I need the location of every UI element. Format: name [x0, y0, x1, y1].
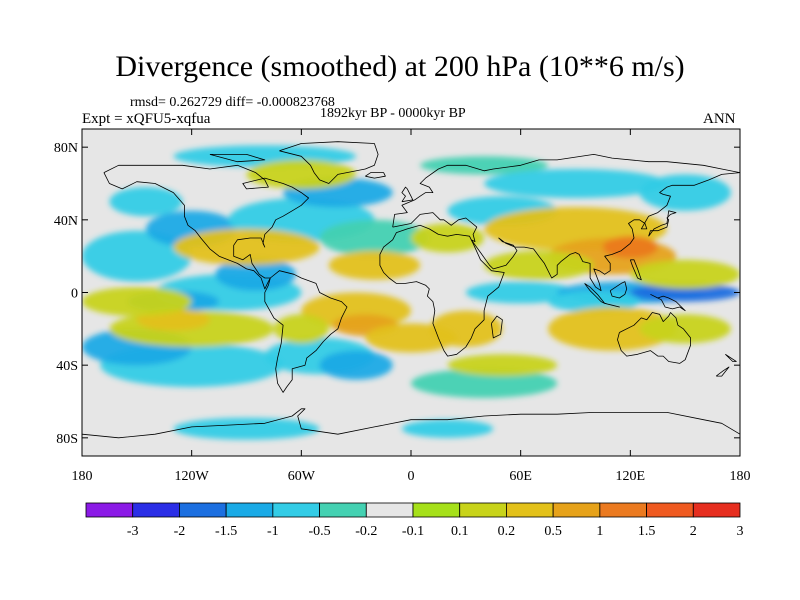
colorbar-swatch — [506, 502, 554, 518]
colorbar-label: 2 — [690, 524, 697, 539]
coastline — [725, 353, 737, 362]
coastline — [82, 408, 740, 439]
coastline — [617, 312, 691, 364]
experiment-label: Expt = xQFU5-xqfua — [82, 111, 211, 127]
field-anomaly-region — [548, 307, 677, 351]
coastline — [609, 281, 628, 299]
coastline — [379, 224, 505, 357]
colorbar-label: 3 — [737, 524, 744, 539]
lat-tick-label: 80N — [54, 141, 78, 156]
field-anomaly-region — [109, 187, 183, 217]
coastline — [629, 259, 642, 281]
colorbar-swatch — [132, 502, 180, 518]
field-anomaly-region — [630, 259, 740, 289]
colorbar: -3 -2 -1.5 -1 -0.5 -0.2 -0.1 0.1 0.2 0.5 1 1.5 2 3 — [85, 502, 744, 539]
colorbar-label: 0.5 — [544, 524, 562, 539]
colorbar-label: 1.5 — [638, 524, 656, 539]
coastline — [604, 303, 620, 308]
field-anomaly-region — [447, 354, 558, 377]
colorbar-label: -0.2 — [355, 524, 377, 539]
lon-tick-label: 120W — [175, 469, 210, 484]
coastline — [264, 270, 348, 393]
colorbar-label: -1 — [267, 524, 279, 539]
field-anomaly-region — [215, 257, 296, 291]
rmsd-diff-stats: rmsd= 0.262729 diff= -0.000823768 — [130, 95, 335, 110]
coastlines — [82, 141, 740, 439]
coastline — [392, 153, 740, 228]
colorbar-swatch — [646, 502, 694, 518]
coastline — [650, 293, 686, 312]
field-anomaly-region — [465, 281, 576, 304]
field-anomaly-region — [484, 168, 667, 199]
colorbar-swatch — [599, 502, 647, 518]
colorbar-label: -0.5 — [308, 524, 330, 539]
coastline — [103, 164, 310, 290]
lat-tick-label: 40N — [54, 214, 78, 229]
colorbar-label: -2 — [174, 524, 186, 539]
field-anomaly-region — [328, 250, 421, 280]
field-anomaly-region — [246, 159, 357, 189]
map-axes: 80N 40N 0 40S 80S 180 120W 60W 0 60E 120E 180 — [54, 129, 751, 484]
lon-tick-label: 0 — [408, 469, 415, 484]
lon-tick-label: 60E — [509, 469, 532, 484]
colorbar-swatch — [319, 502, 367, 518]
colorbar-swatch — [225, 502, 274, 518]
colorbar-label: -3 — [127, 524, 139, 539]
lat-tick-label: 40S — [56, 359, 78, 374]
field-anomaly-region — [273, 314, 329, 344]
colorbar-label: 0.1 — [451, 524, 469, 539]
colorbar-swatch — [412, 502, 461, 518]
colorbar-label: -1.5 — [215, 524, 237, 539]
colorbar-swatch — [459, 502, 507, 518]
colorbar-swatch — [552, 502, 601, 518]
field-anomaly-region — [639, 174, 731, 211]
colorbar-label: 1 — [596, 524, 603, 539]
field-anomaly-region — [420, 156, 549, 175]
coastline — [209, 153, 266, 163]
coastline — [491, 315, 503, 339]
lat-tick-label: 80S — [56, 432, 78, 447]
field-anomaly-region — [82, 287, 192, 317]
lon-tick-label: 120E — [616, 469, 646, 484]
coastline — [279, 141, 379, 184]
lon-tick-label: 180 — [72, 469, 93, 484]
map-title: Divergence (smoothed) at 200 hPa (10**6 … — [115, 50, 685, 83]
field-anomaly-region — [401, 419, 494, 438]
colorbar-swatch — [85, 502, 134, 518]
coastline — [365, 172, 386, 179]
field-anomaly-region — [173, 417, 320, 440]
colorbar-label: -0.1 — [402, 524, 424, 539]
colorbar-swatch — [692, 502, 741, 518]
lat-tick-label: 0 — [71, 287, 78, 302]
field-anomaly-region — [365, 323, 457, 353]
coastline — [392, 172, 740, 292]
colorbar-swatch — [272, 502, 320, 518]
colorbar-swatch — [365, 502, 414, 518]
lon-tick-label: 180 — [730, 469, 751, 484]
coastline — [648, 210, 677, 237]
field-anomaly-region — [639, 314, 731, 344]
divergence-field — [82, 145, 740, 440]
field-anomaly-region — [630, 283, 740, 302]
colorbar-swatch — [179, 502, 227, 518]
field-anomaly-region — [319, 219, 430, 257]
coastline — [584, 283, 606, 304]
field-anomaly-region — [548, 290, 640, 313]
lon-tick-label: 60W — [288, 469, 316, 484]
field-anomaly-region — [319, 350, 393, 380]
colorbar-label: 0.2 — [498, 524, 516, 539]
season-label: ANN — [703, 111, 736, 127]
field-anomaly-region — [173, 228, 320, 266]
coastline — [401, 186, 414, 203]
field-anomaly-region — [411, 223, 485, 253]
field-anomaly-region — [484, 250, 594, 280]
time-period-label: 1892kyr BP - 0000kyr BP — [320, 106, 466, 121]
coastline — [715, 366, 730, 377]
field-anomaly-region — [411, 368, 558, 398]
